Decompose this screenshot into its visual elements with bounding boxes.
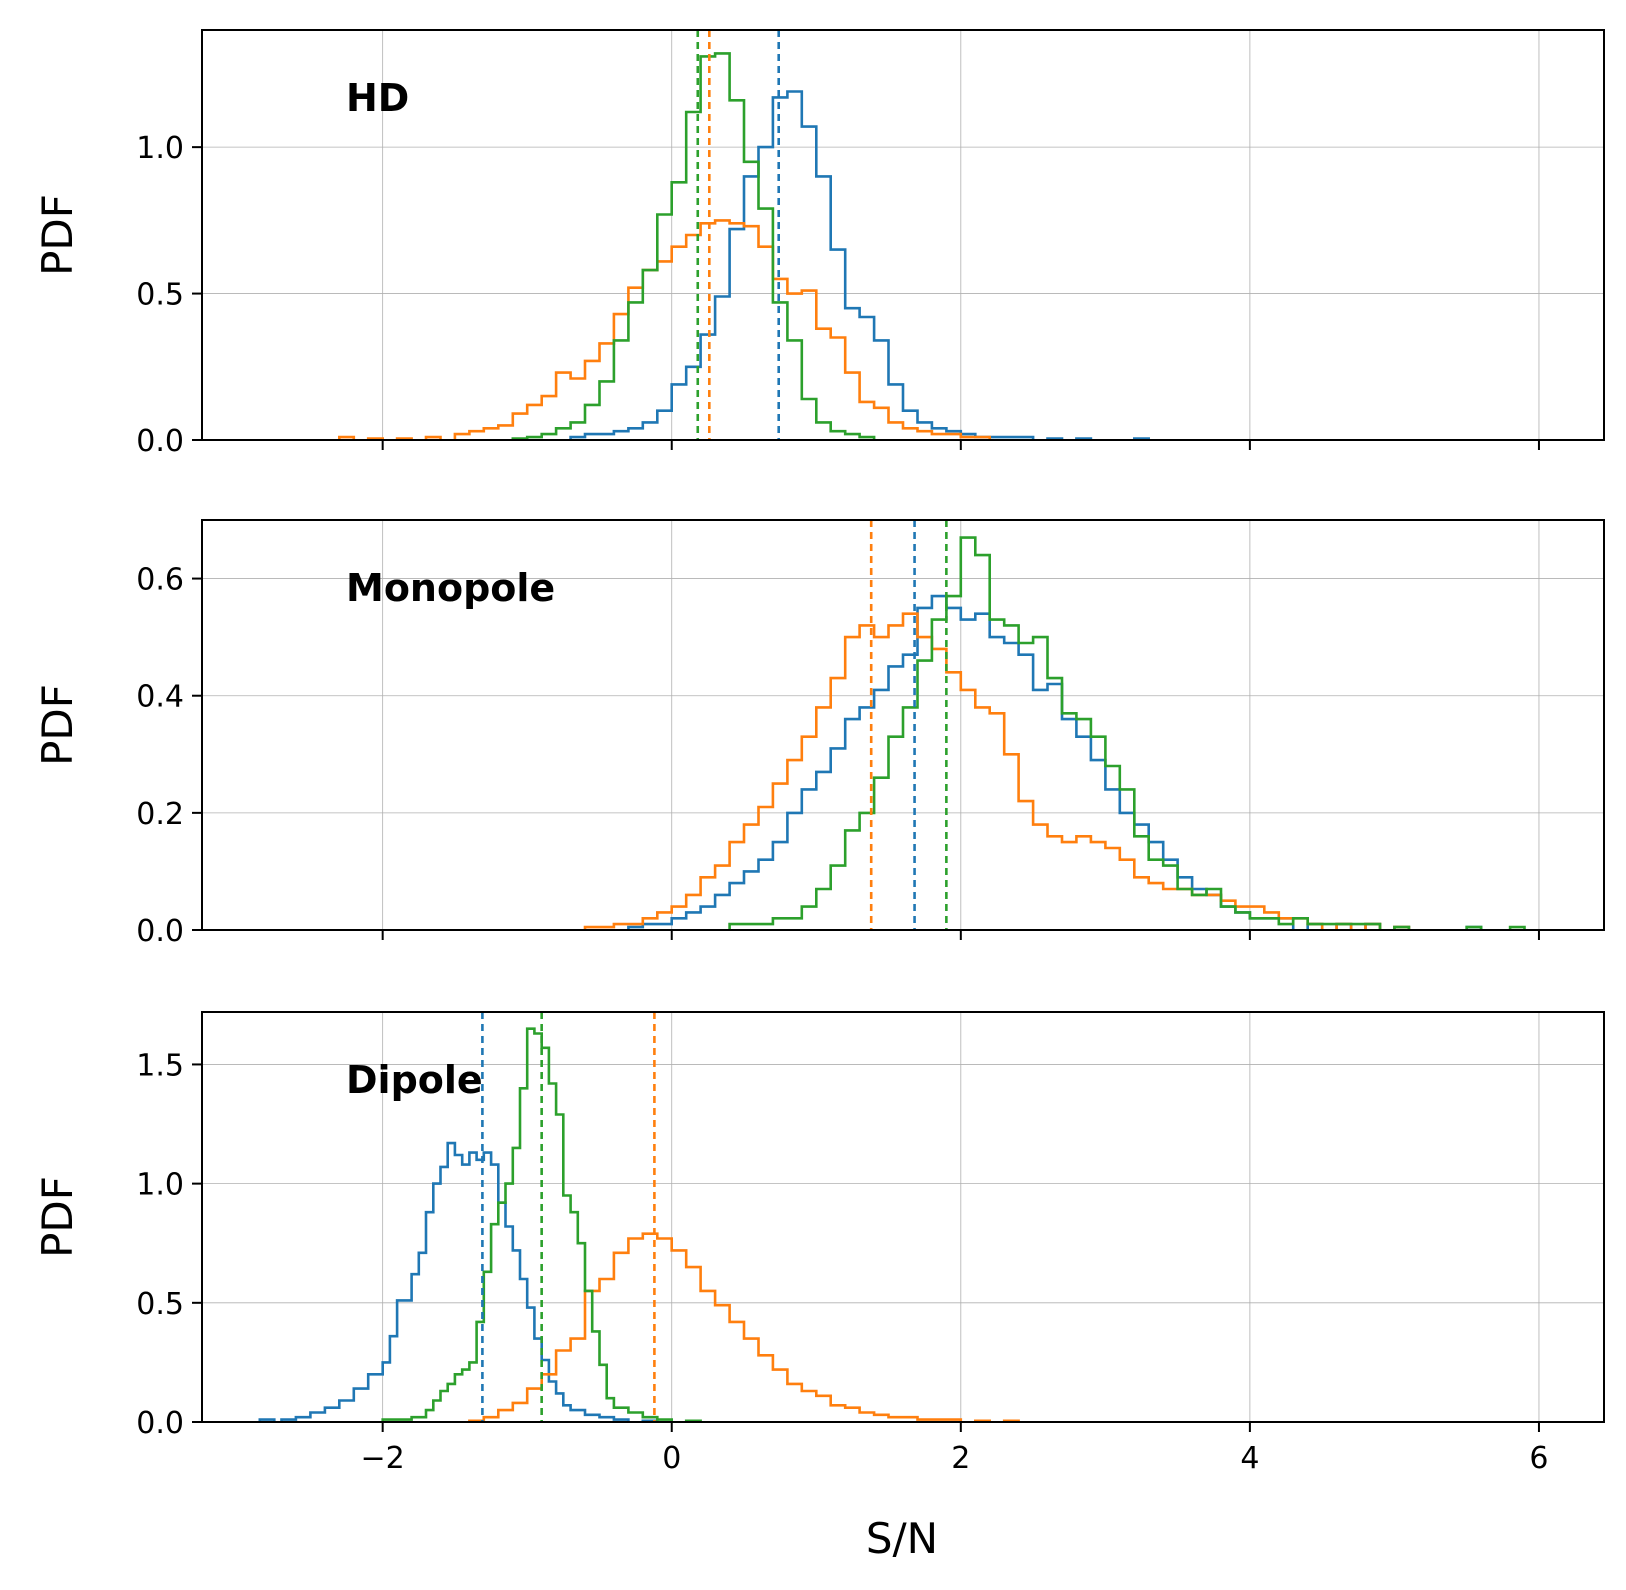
dipole-y-axis-label: PDF bbox=[33, 1176, 82, 1258]
monopole-y-tick-label: 0.4 bbox=[136, 680, 184, 715]
hd-y-tick-label: 0.5 bbox=[136, 278, 184, 313]
x-tick-label: 2 bbox=[951, 1441, 970, 1476]
monopole-y-tick-label: 0.2 bbox=[136, 797, 184, 832]
hd-histogram-series-0 bbox=[569, 90, 1150, 440]
dipole-y-tick-label: 0.0 bbox=[136, 1406, 184, 1441]
panel-dipole: −2 0 2 4 6 0.0 0.5 1.0 1.5 PDF Dipole bbox=[33, 1011, 1605, 1476]
hd-histogram-series-2 bbox=[511, 52, 876, 440]
hd-y-axis-label: PDF bbox=[33, 194, 82, 276]
dipole-histogram-series-1 bbox=[468, 1232, 1020, 1423]
hd-histogram-series-1 bbox=[338, 219, 991, 440]
dipole-histogram-series-0 bbox=[258, 1141, 659, 1423]
monopole-histogram-series-2 bbox=[728, 536, 1526, 930]
panel-hd: 0.0 0.5 1.0 PDF HD bbox=[33, 29, 1605, 459]
monopole-axes-frame bbox=[201, 519, 1605, 931]
dipole-y-tick-label: 1.0 bbox=[136, 1168, 184, 1203]
monopole-panel-label: Monopole bbox=[346, 566, 555, 610]
hd-y-tick-label: 0.0 bbox=[136, 424, 184, 459]
hd-y-tick-label: 1.0 bbox=[136, 131, 184, 166]
dipole-y-tick-label: 1.5 bbox=[136, 1048, 184, 1083]
x-tick-label: 6 bbox=[1529, 1441, 1548, 1476]
hd-panel-label: HD bbox=[346, 76, 409, 120]
x-tick-label: 0 bbox=[662, 1441, 681, 1476]
monopole-histogram-series-1 bbox=[583, 612, 1411, 930]
dipole-panel-label: Dipole bbox=[346, 1058, 483, 1102]
monopole-y-tick-label: 0.6 bbox=[136, 563, 184, 598]
panel-monopole: 0.0 0.2 0.4 0.6 PDF Monopole bbox=[33, 519, 1605, 949]
x-axis-label: S/N bbox=[866, 1514, 938, 1563]
x-tick-label: −2 bbox=[361, 1441, 405, 1476]
monopole-histogram-series-0 bbox=[627, 594, 1483, 930]
x-tick-label: 4 bbox=[1240, 1441, 1259, 1476]
dipole-axes-frame bbox=[201, 1011, 1605, 1423]
dipole-y-tick-label: 0.5 bbox=[136, 1287, 184, 1322]
monopole-y-tick-label: 0.0 bbox=[136, 914, 184, 949]
hd-axes-frame bbox=[201, 29, 1605, 441]
monopole-y-axis-label: PDF bbox=[33, 684, 82, 766]
